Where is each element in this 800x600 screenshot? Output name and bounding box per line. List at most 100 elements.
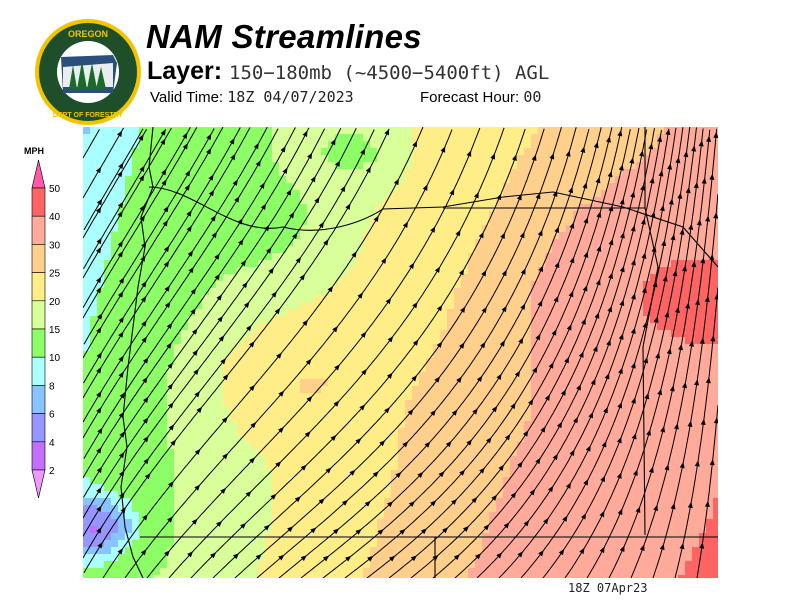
streamline-arrow [501,269,507,277]
streamline-arrow [238,238,244,246]
streamline-arrow [608,205,614,212]
streamline [83,128,215,345]
streamline-arrow [664,311,670,318]
streamline-arrow [182,143,188,150]
streamline-arrow [699,542,705,549]
oregon-department-of-forestry-logo: OREGON DEPT OF FORESTRY [35,19,141,125]
legend-swatch [31,244,46,273]
streamline-arrow [491,494,498,501]
streamline-arrow [687,501,693,509]
streamline-arrow [556,421,563,429]
streamline [83,127,268,423]
streamline [83,129,375,559]
streamline-arrow [141,241,147,249]
streamline-arrow [528,398,534,406]
streamline-arrow [693,181,699,189]
streamline-arrow [553,295,559,303]
streamline-arrow [161,168,167,176]
streamline-arrow [96,505,102,512]
streamline-arrow [576,384,581,391]
streamline-arrow [163,260,170,268]
streamline-arrow [549,152,555,160]
streamline-arrow [117,170,123,178]
streamline-arrow [709,254,715,261]
streamline-arrow [665,128,671,136]
streamline-arrow [460,306,466,313]
streamline-arrow [682,265,687,272]
streamline-arrow [412,339,419,346]
streamline-arrow [412,301,418,309]
streamline-arrow [288,212,295,219]
streamline-arrow [675,156,681,164]
streamline-arrow [407,409,414,416]
streamline-arrow [655,352,661,359]
svg-text:DEPT OF FORESTRY: DEPT OF FORESTRY [53,112,123,119]
streamline-arrow [640,218,646,225]
streamline-arrow [119,492,125,499]
streamline-arrow [143,396,149,404]
streamline-arrow [142,376,148,384]
streamline-arrow [430,500,437,507]
streamline [256,127,577,578]
streamline-arrow [345,203,351,210]
streamline-arrow [496,373,502,381]
streamline [102,127,424,578]
streamline-arrow [590,378,596,386]
streamline-arrow [510,491,517,499]
streamline-arrow [617,508,623,516]
streamline-arrow [674,306,680,313]
streamline-arrow [242,281,248,289]
streamline-arrow [160,129,166,136]
streamline-arrow [361,368,367,376]
streamline-arrow [552,190,558,197]
streamline-arrow [471,497,478,504]
legend-label: 10 [49,353,61,364]
streamline [83,127,198,319]
streamline [586,128,704,578]
streamline-arrow [119,392,126,399]
streamline-arrow [704,295,710,303]
streamline-arrow [540,426,546,433]
streamline-arrow [713,417,718,424]
streamline-arrow [599,510,605,518]
streamline-arrow [704,500,710,508]
streamline-arrow [483,524,490,531]
streamline-arrow [705,215,711,222]
streamline-arrow [453,554,460,561]
streamline-arrow [472,408,478,415]
streamline-arrow [248,341,255,348]
legend-swatch [31,441,46,471]
streamline-arrow [706,135,712,142]
streamline-arrow [164,550,170,557]
streamline-arrow [700,257,706,264]
streamline-arrow [503,522,510,529]
streamline-arrow [144,472,151,480]
streamline-arrow [377,529,384,535]
streamline-arrow [664,464,670,471]
streamline-arrow [583,478,589,486]
streamline-arrow [649,177,655,184]
streamline-arrow [222,374,229,381]
streamline-arrow [657,135,663,143]
streamline-arrow [304,431,311,438]
streamline-arrow [582,182,588,189]
streamline-arrow [333,400,340,407]
streamline-arrow [300,555,307,561]
streamline-arrow [96,326,102,334]
streamline-arrow [166,342,172,349]
legend-over-arrow [31,160,46,189]
streamlines [83,127,718,578]
streamline-arrow [679,542,685,550]
streamline-arrow [170,439,176,446]
legend-label: 4 [49,438,55,449]
streamline-arrow [118,162,124,169]
streamline-arrow [430,409,437,417]
valid-label: Valid Time: [150,89,224,106]
streamline-arrow [543,517,549,525]
streamline-arrow [592,345,598,352]
streamline-arrow [355,437,362,445]
streamline-arrow [517,551,524,558]
streamline-arrow [117,210,123,218]
streamline-arrow [644,392,650,400]
streamline-arrow [255,553,262,560]
